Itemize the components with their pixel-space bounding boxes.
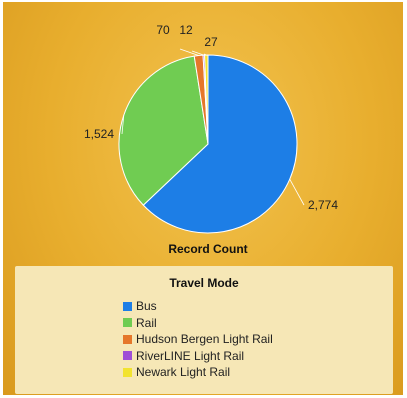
- pie-slice-newark-light-rail: [204, 54, 209, 145]
- legend-item: Newark Light Rail: [123, 364, 273, 381]
- value-title: Record Count: [168, 242, 247, 256]
- slice-label: 70: [156, 23, 170, 37]
- legend-swatch: [123, 367, 132, 377]
- leader-line: [203, 53, 207, 56]
- legend-item: Rail: [123, 315, 273, 332]
- legend-label: Hudson Bergen Light Rail: [136, 332, 273, 347]
- leader-line: [191, 50, 204, 56]
- slice-label: 27: [204, 35, 218, 49]
- legend-swatch: [123, 301, 132, 311]
- legend-label: Newark Light Rail: [136, 365, 231, 380]
- legend: Travel Mode Bus Rail Hudson Bergen Light R…: [15, 266, 393, 394]
- legend-label: Rail: [136, 315, 157, 330]
- leader-line: [289, 179, 305, 206]
- legend-item: Bus: [123, 298, 273, 315]
- legend-items: Bus Rail Hudson Bergen Light Rail RiverLINE…: [123, 298, 273, 381]
- pie-chart: 2,774 1,524 70 12 27 Record Count: [84, 23, 338, 256]
- legend-swatch: [123, 318, 132, 328]
- legend-item: Hudson Bergen Light Rail: [123, 331, 273, 348]
- legend-label: RiverLINE Light Rail: [136, 348, 245, 363]
- legend-title: Travel Mode: [169, 276, 239, 290]
- leader-line: [179, 48, 199, 56]
- legend-swatch: [123, 351, 132, 361]
- pie-slice-bus: [142, 54, 298, 234]
- slice-label: 2,774: [308, 198, 338, 212]
- legend-swatch: [123, 334, 132, 344]
- slice-label: 12: [179, 23, 193, 37]
- slice-label: 1,524: [84, 127, 114, 141]
- legend-label: Bus: [136, 299, 157, 314]
- legend-item: RiverLINE Light Rail: [123, 348, 273, 365]
- chart-panel: 2,774 1,524 70 12 27 Record Count Travel Mod…: [3, 2, 403, 395]
- leader-line: [121, 115, 125, 135]
